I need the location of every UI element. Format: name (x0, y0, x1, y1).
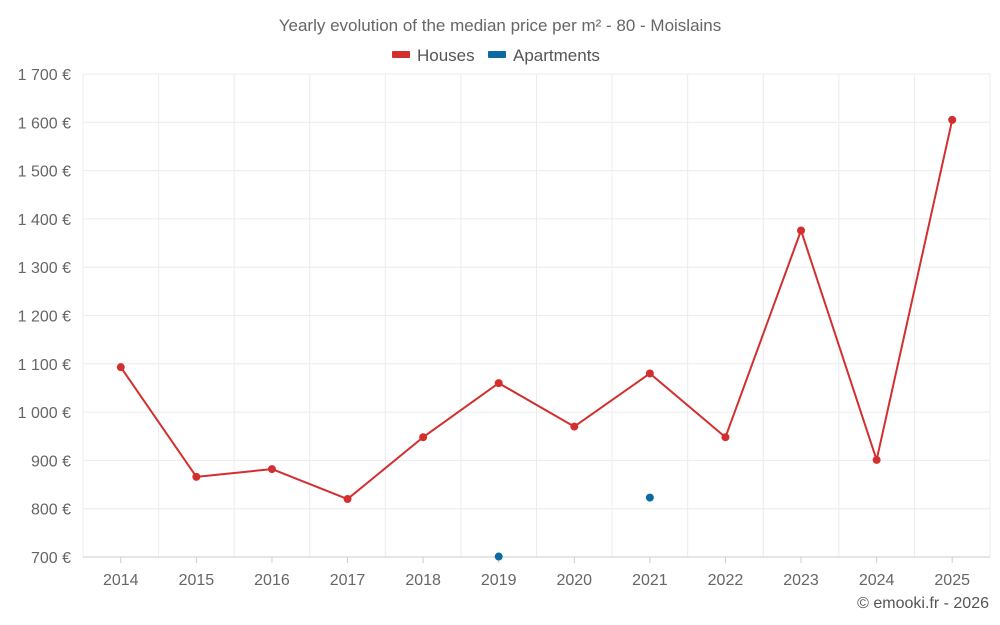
y-tick-label: 1 400 € (18, 212, 71, 229)
series (116, 115, 957, 561)
grid (82, 73, 991, 558)
y-axis: 700 € 800 € 900 € 1 000 € 1 100 € 1 200 € 1 30… (18, 67, 71, 567)
x-tick-label: 2019 (481, 572, 517, 589)
x-tick-label: 2020 (556, 572, 592, 589)
y-tick-label: 700 € (31, 550, 71, 567)
legend-swatch-houses (392, 51, 410, 58)
y-tick-label: 1 500 € (18, 164, 71, 181)
data-point-houses[interactable] (797, 226, 806, 235)
x-tick-label: 2018 (405, 572, 441, 589)
legend-label-houses: Houses (417, 46, 475, 65)
data-point-apartments[interactable] (494, 552, 503, 561)
data-point-houses[interactable] (419, 433, 428, 442)
data-point-apartments[interactable] (645, 493, 654, 502)
x-tick-label: 2016 (254, 572, 290, 589)
y-tick-label: 1 000 € (18, 405, 71, 422)
legend-label-apartments: Apartments (513, 46, 600, 65)
credit-text: © emooki.fr - 2026 (857, 595, 989, 612)
x-tick-label: 2024 (859, 572, 895, 589)
y-tick-label: 1 100 € (18, 357, 71, 374)
chart-title: Yearly evolution of the median price per… (279, 16, 722, 35)
data-point-houses[interactable] (494, 379, 503, 388)
data-point-houses[interactable] (570, 422, 579, 431)
x-tick-label: 2023 (783, 572, 819, 589)
y-tick-label: 1 300 € (18, 260, 71, 277)
data-point-houses[interactable] (721, 433, 730, 442)
legend-item-houses[interactable]: Houses (392, 46, 475, 65)
data-point-houses[interactable] (192, 472, 201, 481)
x-tick-label: 2021 (632, 572, 668, 589)
legend-item-apartments[interactable]: Apartments (488, 46, 600, 65)
x-tick-label: 2017 (330, 572, 366, 589)
y-tick-label: 900 € (31, 453, 71, 470)
x-tick-label: 2015 (179, 572, 215, 589)
series-line-houses (119, 119, 954, 501)
data-point-houses[interactable] (948, 115, 957, 124)
y-tick-label: 1 200 € (18, 309, 71, 326)
data-point-houses[interactable] (267, 465, 276, 474)
legend: Houses Apartments (392, 46, 600, 65)
y-tick-label: 800 € (31, 502, 71, 519)
data-point-houses[interactable] (116, 363, 125, 372)
data-point-houses[interactable] (872, 455, 881, 464)
x-tick-label: 2022 (708, 572, 744, 589)
x-axis: 2014 2015 2016 2017 2018 2019 2020 2021 2022 2023… (83, 556, 990, 589)
x-tick-label: 2025 (934, 572, 970, 589)
data-point-houses[interactable] (343, 495, 352, 504)
legend-swatch-apartments (488, 51, 506, 58)
data-point-houses[interactable] (645, 369, 654, 378)
y-tick-label: 1 700 € (18, 67, 71, 84)
y-tick-label: 1 600 € (18, 115, 71, 132)
x-tick-label: 2014 (103, 572, 139, 589)
